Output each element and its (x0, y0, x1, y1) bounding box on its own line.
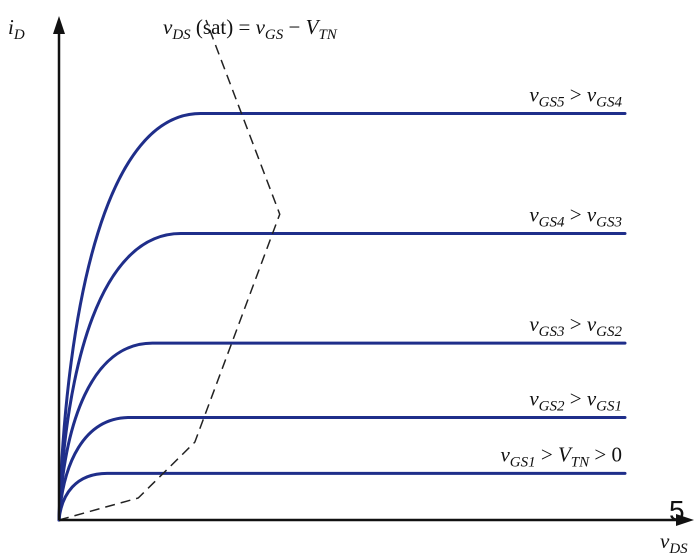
curve-vgs5 (57, 111, 627, 522)
curve-label-vgs4: vGS4 > vGS3 (529, 203, 622, 231)
saturation-boundary-line (58, 19, 281, 521)
curve-label-vgs1: vGS1 > VTN > 0 (500, 442, 622, 470)
curve-label-vgs1-part-5: > 0 (589, 442, 622, 466)
axes-group (53, 16, 694, 526)
curve-label-vgs4-part-3: v (587, 203, 597, 227)
curve-label-vgs1-part-4: TN (571, 454, 590, 470)
curve-label-vgs4-part-2: > (564, 203, 586, 227)
curve-vgs1 (57, 471, 627, 522)
curve-label-vgs3-part-4: GS2 (596, 324, 622, 340)
curves-group (57, 111, 627, 522)
curve-label-vgs5-part-0: v (529, 82, 539, 106)
saturation-label-part-1: DS (171, 27, 191, 43)
saturation-label-part-6: V (306, 15, 321, 39)
curve-label-vgs1-part-2: > (536, 442, 558, 466)
y-axis-arrow-icon (53, 16, 65, 34)
y-axis-label-sub: D (13, 27, 25, 43)
curve-vgs2 (57, 415, 627, 522)
x-axis-label-base: v (660, 529, 670, 553)
curve-label-vgs3: vGS3 > vGS2 (529, 312, 622, 340)
x-axis-label: vDS (660, 529, 688, 555)
saturation-label-part-0: v (163, 15, 173, 39)
x-axis-arrow-icon (676, 514, 694, 526)
curve-label-vgs2: vGS2 > vGS1 (529, 386, 622, 414)
curve-label-vgs1-part-1: GS1 (510, 454, 536, 470)
curve-label-vgs3-part-1: GS3 (539, 324, 565, 340)
y-axis-label-base: i (8, 15, 14, 39)
curve-label-vgs2-part-1: GS2 (539, 398, 565, 414)
curve-label-vgs2-part-4: GS1 (596, 398, 622, 414)
curve-label-vgs5-part-2: > (564, 82, 586, 106)
saturation-label-part-4: GS (265, 27, 284, 43)
page-number: 5 (669, 495, 685, 526)
curve-label-vgs4-part-4: GS3 (596, 215, 622, 231)
curve-label-vgs5-part-1: GS5 (539, 94, 565, 110)
saturation-label-part-5: − (283, 15, 305, 39)
curve-label-vgs1-part-0: v (500, 442, 510, 466)
curve-label-vgs2-part-2: > (564, 386, 586, 410)
saturation-label-part-7: TN (318, 27, 337, 43)
saturation-label: vDS (sat) = vGS − VTN (163, 15, 338, 43)
curve-label-vgs3-part-3: v (587, 312, 597, 336)
curve-label-vgs5-part-4: GS4 (596, 94, 622, 110)
curve-label-vgs5: vGS5 > vGS4 (529, 82, 622, 110)
curve-label-vgs4-part-1: GS4 (539, 215, 565, 231)
curve-label-vgs3-part-2: > (564, 312, 586, 336)
curve-vgs3 (57, 341, 627, 522)
curve-label-vgs3-part-0: v (529, 312, 539, 336)
saturation-label-part-3: v (256, 15, 266, 39)
curve-label-vgs2-part-0: v (529, 386, 539, 410)
y-axis-label: iD (8, 15, 25, 43)
saturation-label-part-2: (sat) = (191, 15, 256, 39)
curve-label-vgs4-part-0: v (529, 203, 539, 227)
curve-label-vgs2-part-3: v (587, 386, 597, 410)
curve-label-vgs5-part-3: v (587, 82, 597, 106)
curve-vgs4 (57, 232, 627, 522)
curve-label-vgs1-part-3: V (558, 442, 573, 466)
x-axis-label-sub: DS (668, 541, 688, 555)
